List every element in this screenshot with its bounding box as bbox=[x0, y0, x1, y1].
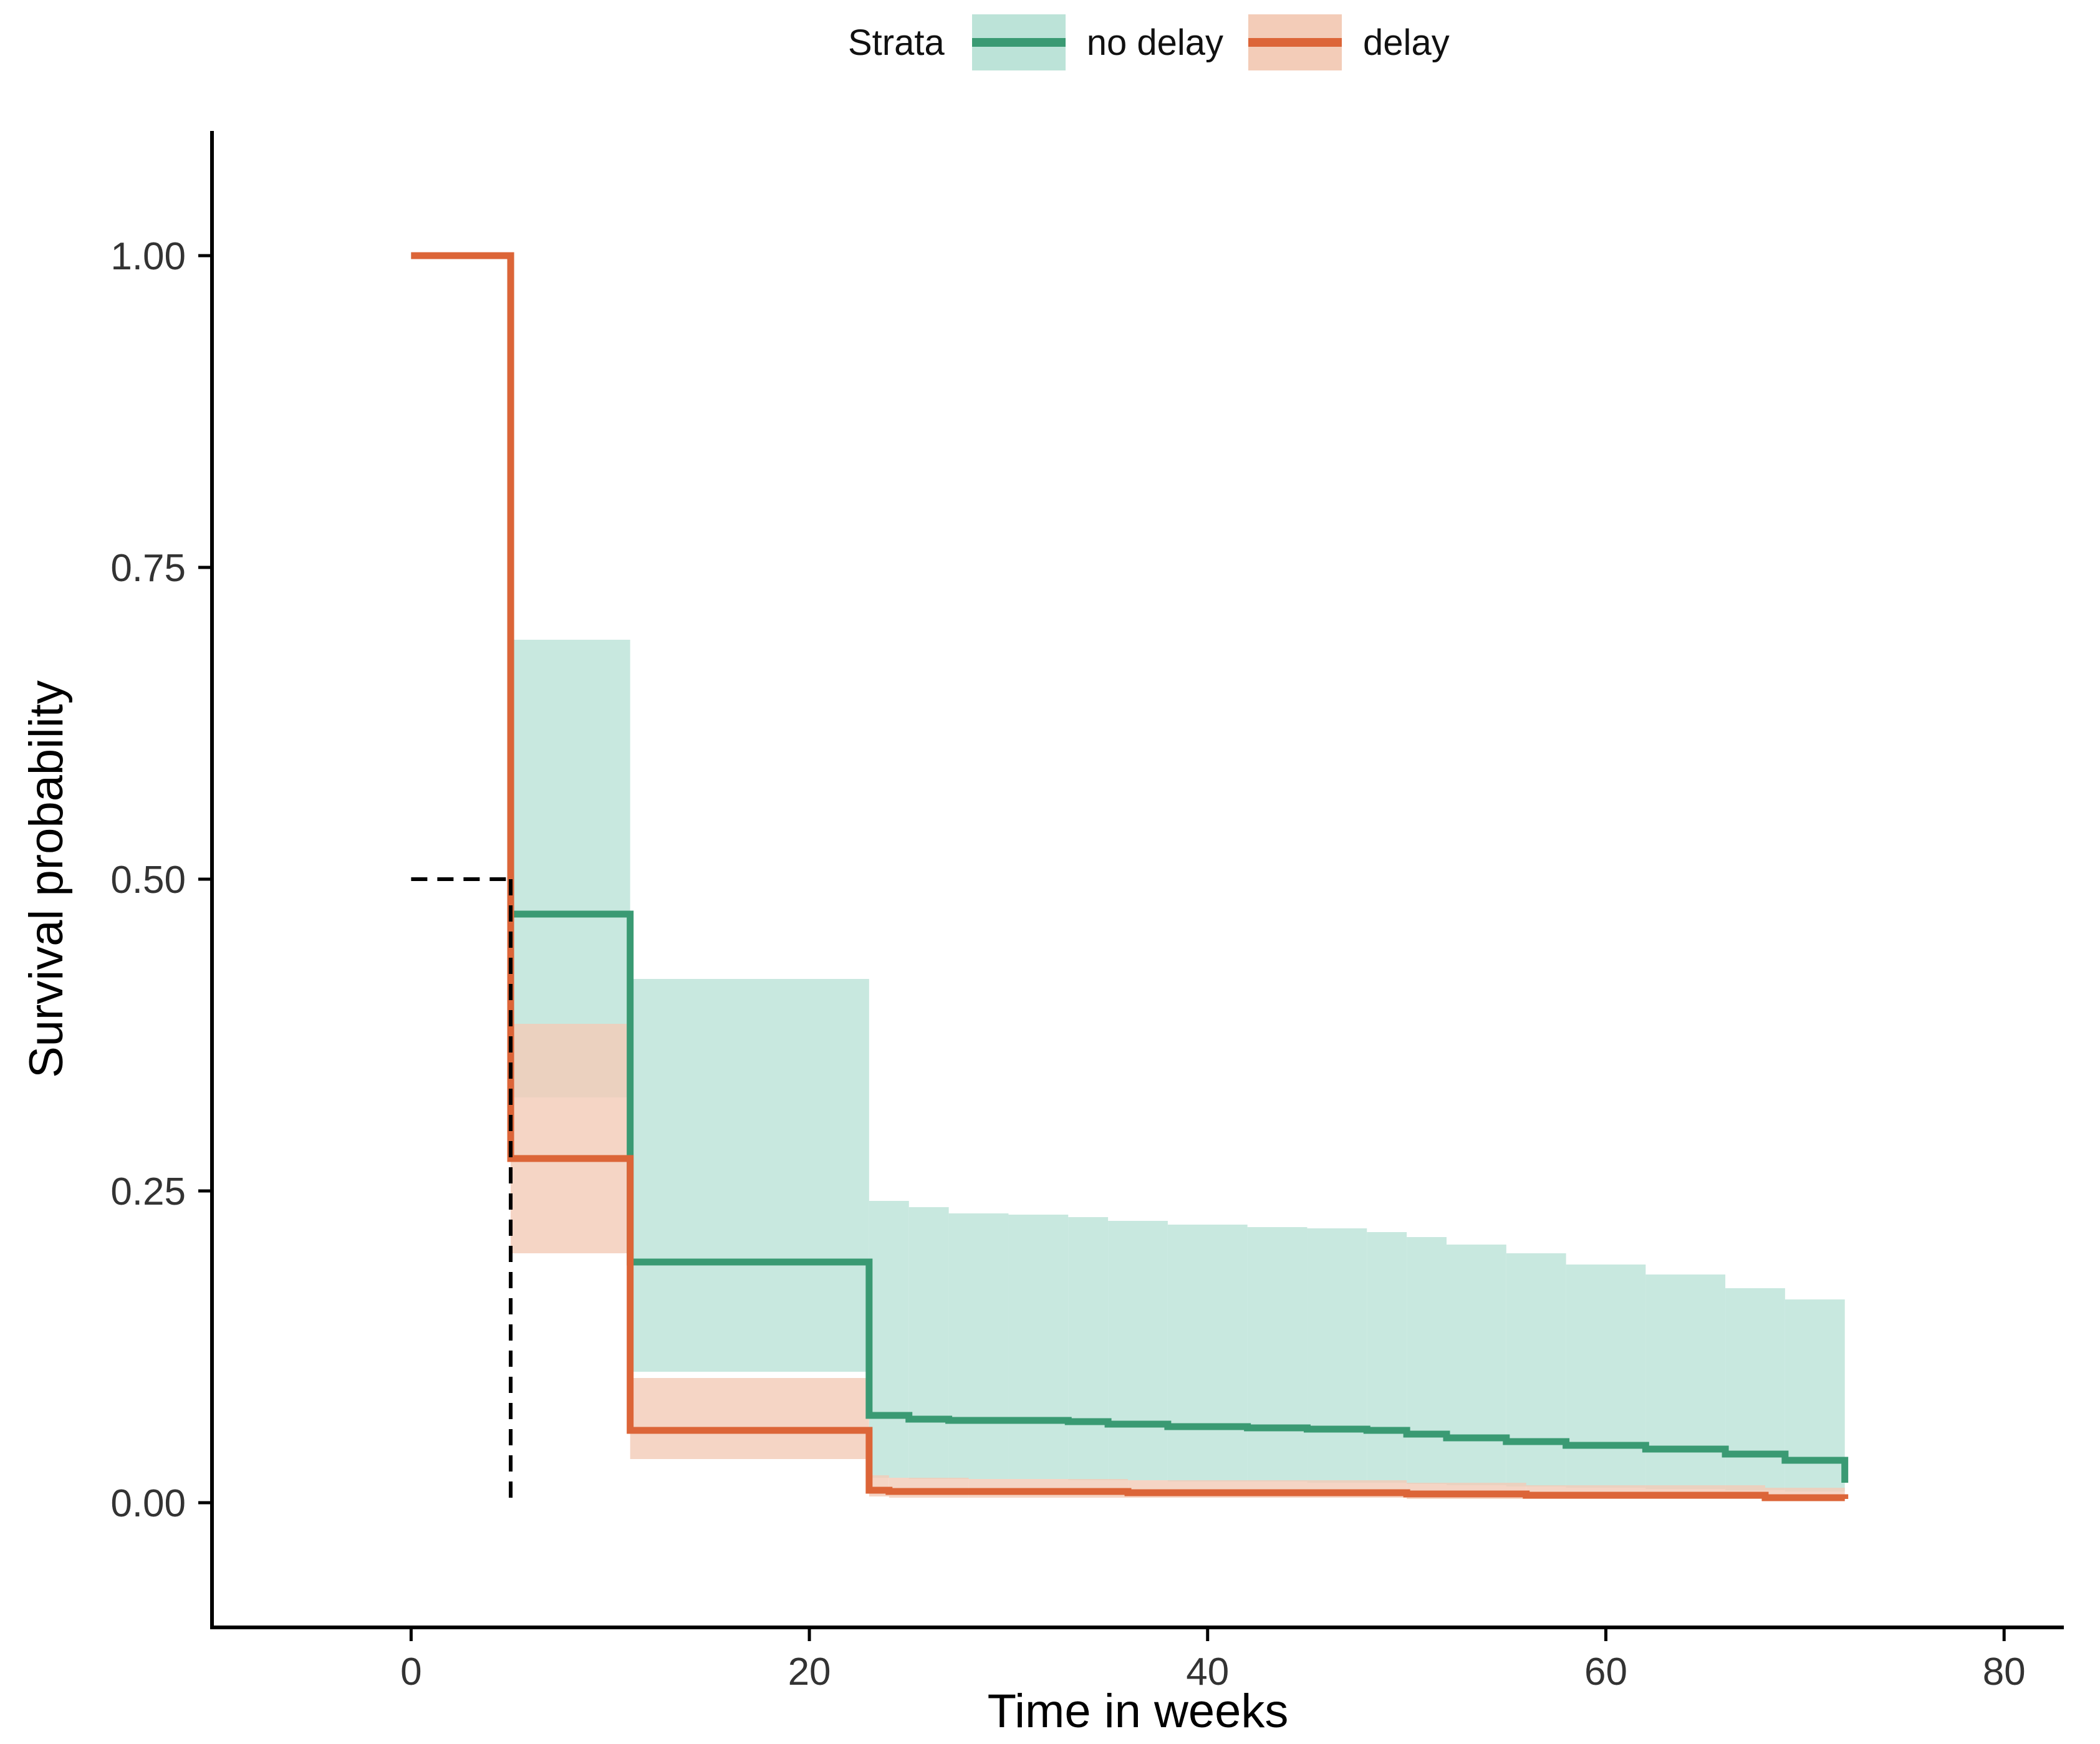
ci-band-no-delay-5 bbox=[1008, 1215, 1069, 1479]
legend: Strata no delay delay bbox=[848, 10, 1475, 75]
ci-band-no-delay-2 bbox=[869, 1201, 909, 1478]
x-tick-label: 80 bbox=[1983, 1650, 2026, 1693]
ci-band-no-delay-11 bbox=[1367, 1232, 1407, 1483]
legend-title: Strata bbox=[848, 22, 945, 63]
ci-band-no-delay-14 bbox=[1506, 1253, 1566, 1486]
ci-band-no-delay-12 bbox=[1407, 1237, 1447, 1484]
x-tick-label: 40 bbox=[1186, 1650, 1229, 1693]
confidence-bands bbox=[511, 640, 1845, 1500]
ci-band-no-delay-10 bbox=[1307, 1228, 1367, 1483]
ci-band-no-delay-7 bbox=[1108, 1221, 1168, 1480]
ci-band-no-delay-17 bbox=[1725, 1288, 1785, 1490]
ci-band-no-delay-4 bbox=[948, 1213, 1009, 1479]
ci-band-no-delay-15 bbox=[1566, 1265, 1646, 1488]
ci-band-no-delay-0 bbox=[511, 640, 630, 1097]
ci-band-no-delay-9 bbox=[1247, 1227, 1308, 1481]
ci-band-no-delay-6 bbox=[1068, 1217, 1109, 1480]
y-tick-label: 0.00 bbox=[110, 1482, 186, 1525]
ci-band-no-delay-16 bbox=[1645, 1274, 1726, 1489]
x-tick-label: 60 bbox=[1584, 1650, 1627, 1693]
ci-band-delay-1 bbox=[630, 1378, 869, 1459]
survival-line-delay bbox=[411, 252, 1849, 1501]
survival-curves bbox=[411, 252, 1849, 1501]
y-tick-label: 0.75 bbox=[110, 547, 186, 590]
legend-key-delay bbox=[1248, 14, 1342, 70]
y-tick-label: 0.25 bbox=[110, 1170, 186, 1213]
legend-label-no-delay: no delay bbox=[1086, 22, 1224, 63]
median-lines bbox=[411, 877, 513, 1503]
y-tick-label: 1.00 bbox=[110, 235, 186, 278]
legend-line-delay bbox=[1248, 38, 1342, 47]
y-tick-label: 0.50 bbox=[110, 859, 186, 902]
x-tick-label: 20 bbox=[788, 1650, 831, 1693]
x-axis-title: Time in weeks bbox=[988, 1685, 1289, 1738]
ci-band-no-delay-8 bbox=[1167, 1225, 1248, 1481]
axes: 0.00 0.25 0.50 0.75 1.00 0 20 40 60 80 Time in wee… bbox=[20, 131, 2064, 1738]
y-axis-title: Survival probability bbox=[20, 680, 73, 1078]
x-tick-label: 0 bbox=[400, 1650, 421, 1693]
legend-key-no-delay bbox=[971, 14, 1066, 70]
ci-band-delay-0 bbox=[511, 1024, 630, 1253]
ci-band-no-delay-13 bbox=[1447, 1245, 1506, 1485]
ci-band-no-delay-3 bbox=[908, 1207, 949, 1479]
ci-band-no-delay-1 bbox=[630, 979, 869, 1372]
legend-label-delay: delay bbox=[1363, 22, 1450, 63]
survival-line-no-delay bbox=[411, 252, 1849, 1483]
legend-line-no-delay bbox=[971, 38, 1066, 47]
